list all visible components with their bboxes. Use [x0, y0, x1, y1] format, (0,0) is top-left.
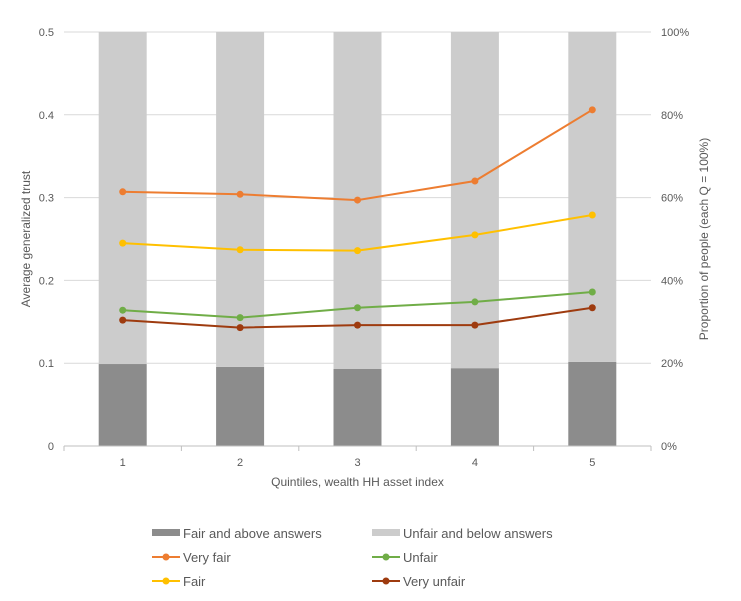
x-tick-label: 4	[472, 457, 478, 469]
legend-swatch-unfair-and-below-answers	[372, 529, 400, 536]
point-fair	[471, 231, 479, 239]
y2-axis-title: Proportion of people (each Q = 100%)	[697, 138, 711, 340]
bar-fair-and-above-answers	[333, 368, 382, 446]
bar-unfair-and-below-answers	[450, 32, 499, 369]
legend-label-very-unfair: Very unfair	[403, 574, 466, 589]
point-very-unfair	[471, 321, 479, 329]
point-unfair	[354, 304, 361, 312]
point-fair	[588, 211, 596, 219]
point-unfair	[471, 298, 479, 306]
point-very-fair	[354, 196, 361, 204]
y2-tick-label: 100%	[661, 27, 689, 39]
legend-marker-very-fair	[162, 553, 170, 561]
legend-marker-fair	[162, 577, 170, 585]
y2-tick-label: 20%	[661, 358, 683, 370]
legend-label-fair-and-above-answers: Fair and above answers	[183, 526, 322, 541]
legend-marker-unfair	[382, 553, 390, 561]
point-very-unfair	[236, 324, 244, 332]
x-tick-label: 3	[354, 457, 360, 469]
point-very-unfair	[119, 316, 127, 324]
point-very-fair	[471, 177, 479, 185]
legend-label-unfair-and-below-answers: Unfair and below answers	[403, 526, 553, 541]
x-axis-title: Quintiles, wealth HH asset index	[271, 475, 444, 489]
point-very-fair	[236, 190, 244, 198]
point-unfair	[236, 314, 244, 322]
bar-fair-and-above-answers	[216, 366, 265, 446]
y-axis-title: Average generalized trust	[19, 170, 33, 307]
y-tick-label: 0	[48, 441, 54, 453]
y2-tick-label: 40%	[661, 275, 683, 287]
point-fair	[236, 246, 244, 254]
legend-marker-very-unfair	[382, 577, 390, 585]
y2-tick-label: 60%	[661, 193, 683, 205]
point-unfair	[588, 288, 596, 296]
point-very-unfair	[354, 321, 361, 329]
point-fair	[119, 239, 127, 247]
legend-swatch-fair-and-above-answers	[152, 529, 180, 536]
bar-unfair-and-below-answers	[568, 32, 617, 362]
x-tick-label: 5	[589, 457, 595, 469]
y-tick-label: 0.5	[39, 27, 54, 39]
point-very-fair	[588, 106, 596, 114]
y-tick-label: 0.4	[39, 110, 54, 122]
y-tick-label: 0.2	[39, 275, 54, 287]
bar-fair-and-above-answers	[568, 361, 617, 446]
legend-label-fair: Fair	[183, 574, 206, 589]
y-tick-label: 0.3	[39, 193, 54, 205]
point-unfair	[119, 306, 127, 314]
bar-unfair-and-below-answers	[98, 32, 147, 365]
x-tick-label: 1	[120, 457, 126, 469]
bar-fair-and-above-answers	[450, 368, 499, 446]
y2-tick-label: 80%	[661, 110, 683, 122]
legend-label-very-fair: Very fair	[183, 550, 231, 565]
point-very-unfair	[588, 304, 596, 312]
bar-fair-and-above-answers	[98, 364, 147, 446]
legend-label-unfair: Unfair	[403, 550, 438, 565]
bar-unfair-and-below-answers	[216, 32, 265, 367]
y2-tick-label: 0%	[661, 441, 677, 453]
x-tick-label: 2	[237, 457, 243, 469]
point-fair	[354, 247, 361, 255]
point-very-fair	[119, 188, 127, 196]
y-tick-label: 0.1	[39, 358, 54, 370]
